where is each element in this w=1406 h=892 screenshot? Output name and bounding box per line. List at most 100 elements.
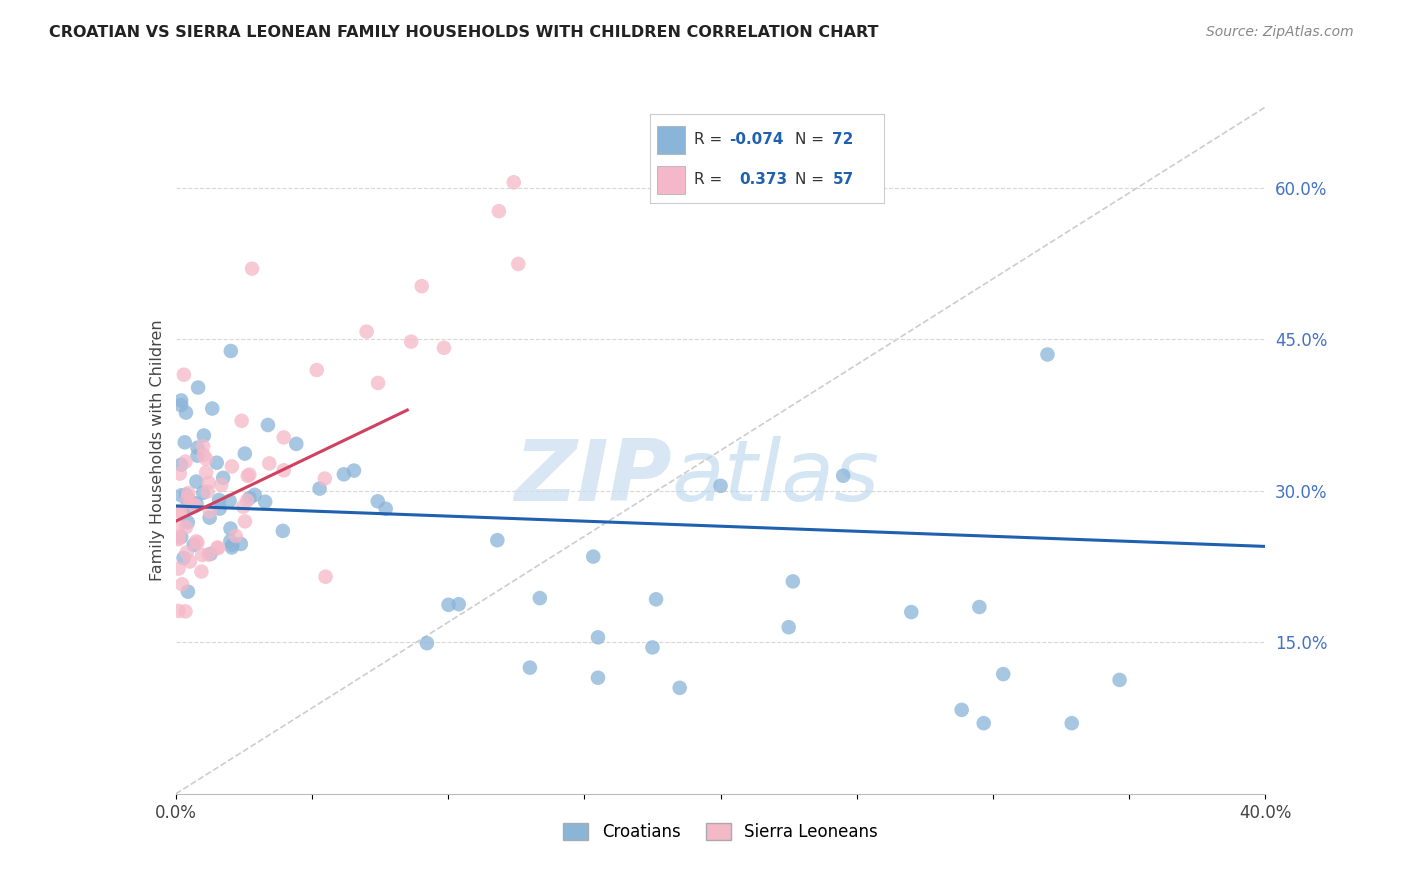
Point bbox=[308, 482, 330, 496]
Point bbox=[447, 597, 470, 611]
Point bbox=[356, 325, 378, 339]
Point bbox=[174, 406, 197, 420]
Point bbox=[186, 496, 208, 510]
Point bbox=[229, 537, 252, 551]
Point bbox=[179, 555, 201, 569]
Point bbox=[411, 279, 433, 293]
Point bbox=[508, 257, 530, 271]
Point bbox=[201, 401, 224, 416]
Point bbox=[170, 398, 193, 412]
Point bbox=[179, 500, 201, 515]
Point bbox=[367, 494, 389, 508]
Point bbox=[208, 493, 231, 508]
Point bbox=[973, 716, 995, 731]
Point bbox=[416, 636, 439, 650]
Point bbox=[169, 504, 191, 518]
Point bbox=[179, 496, 201, 510]
Point bbox=[207, 541, 229, 556]
Point bbox=[186, 534, 208, 549]
Point bbox=[257, 417, 280, 432]
Point bbox=[191, 548, 214, 562]
Point bbox=[170, 458, 193, 472]
Point bbox=[172, 577, 194, 591]
FancyBboxPatch shape bbox=[657, 166, 685, 194]
Point bbox=[273, 463, 295, 477]
Point bbox=[710, 479, 733, 493]
Point bbox=[187, 380, 209, 394]
Text: Source: ZipAtlas.com: Source: ZipAtlas.com bbox=[1206, 25, 1354, 39]
Point bbox=[174, 604, 197, 618]
Point bbox=[177, 516, 200, 530]
Point bbox=[950, 703, 973, 717]
Point bbox=[170, 530, 193, 544]
Point bbox=[240, 261, 263, 276]
Point bbox=[233, 515, 256, 529]
Point bbox=[236, 469, 259, 483]
Point bbox=[231, 414, 253, 428]
Point bbox=[243, 488, 266, 502]
Point bbox=[232, 500, 254, 514]
Point bbox=[645, 592, 668, 607]
Point bbox=[174, 488, 197, 502]
Point bbox=[305, 363, 328, 377]
Point bbox=[186, 449, 208, 463]
Text: 72: 72 bbox=[832, 132, 853, 147]
Point bbox=[586, 630, 609, 644]
Point bbox=[198, 504, 221, 518]
Point bbox=[218, 494, 240, 508]
Point bbox=[208, 501, 231, 516]
Point bbox=[259, 457, 281, 471]
Point bbox=[177, 493, 200, 508]
Point bbox=[207, 541, 229, 555]
Point bbox=[271, 524, 294, 538]
Y-axis label: Family Households with Children: Family Households with Children bbox=[149, 319, 165, 582]
Text: R =: R = bbox=[695, 172, 733, 187]
Point bbox=[170, 393, 193, 408]
Point bbox=[225, 529, 247, 543]
Point bbox=[832, 468, 855, 483]
Text: 57: 57 bbox=[832, 172, 853, 187]
Point bbox=[314, 471, 336, 485]
Point bbox=[502, 175, 524, 189]
Point bbox=[333, 467, 356, 482]
Point bbox=[200, 547, 222, 561]
Point bbox=[969, 600, 991, 615]
Point bbox=[221, 538, 243, 552]
Point bbox=[190, 565, 212, 579]
Point bbox=[174, 520, 197, 534]
Point bbox=[167, 520, 190, 534]
Point bbox=[198, 510, 221, 524]
Point bbox=[399, 334, 422, 349]
Point bbox=[184, 499, 207, 513]
Text: atlas: atlas bbox=[672, 436, 880, 519]
Point bbox=[177, 486, 200, 500]
Point bbox=[668, 681, 690, 695]
Point bbox=[367, 376, 389, 390]
Point bbox=[186, 475, 208, 489]
Point bbox=[1060, 716, 1083, 731]
Point bbox=[1036, 347, 1059, 361]
Legend: Croatians, Sierra Leoneans: Croatians, Sierra Leoneans bbox=[557, 816, 884, 847]
Point bbox=[641, 640, 664, 655]
Point bbox=[236, 493, 259, 508]
Point bbox=[488, 204, 510, 219]
Point bbox=[219, 522, 242, 536]
Point bbox=[193, 448, 215, 462]
Point bbox=[238, 467, 260, 482]
Point bbox=[167, 505, 190, 519]
Point bbox=[993, 667, 1015, 681]
Point bbox=[433, 341, 456, 355]
FancyBboxPatch shape bbox=[657, 126, 685, 154]
Point bbox=[778, 620, 800, 634]
Point bbox=[529, 591, 551, 606]
Point bbox=[343, 464, 366, 478]
Point bbox=[197, 475, 219, 490]
Point bbox=[174, 454, 197, 468]
Point bbox=[486, 533, 509, 548]
Point bbox=[193, 428, 215, 442]
Point bbox=[233, 446, 256, 460]
Point bbox=[219, 343, 242, 358]
Point bbox=[173, 368, 195, 382]
Point bbox=[167, 532, 190, 546]
Point bbox=[900, 605, 922, 619]
